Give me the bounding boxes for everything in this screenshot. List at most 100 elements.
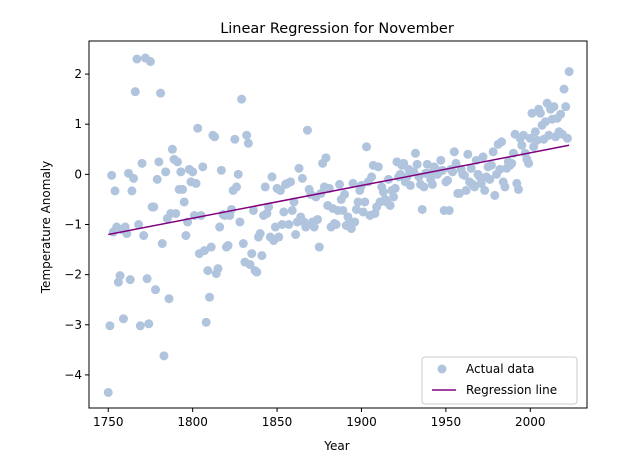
data-point (488, 147, 498, 157)
data-point (564, 67, 574, 77)
data-point (213, 264, 223, 274)
data-point (107, 170, 117, 180)
data-point (264, 202, 274, 212)
data-point (159, 351, 169, 361)
data-point (294, 163, 304, 173)
data-point (338, 205, 348, 215)
data-point (223, 241, 233, 251)
data-point (157, 239, 167, 249)
data-point (497, 137, 507, 147)
data-point (154, 157, 164, 167)
data-point (247, 249, 257, 259)
data-point (362, 142, 372, 152)
data-point (535, 108, 545, 118)
data-point (275, 185, 285, 195)
data-point (135, 321, 145, 331)
data-point (517, 140, 527, 150)
data-point (188, 167, 198, 177)
data-point (199, 246, 209, 256)
x-tick-label: 1800 (177, 415, 208, 429)
data-point (350, 217, 360, 227)
data-point (313, 214, 323, 224)
y-tick-label: −2 (64, 268, 82, 282)
data-point (373, 162, 383, 172)
data-point (127, 186, 137, 196)
data-point (134, 220, 144, 229)
data-point (410, 148, 420, 158)
legend-label-regression-line: Regression line (466, 383, 557, 397)
data-point (257, 251, 267, 261)
data-point (480, 185, 490, 195)
x-tick-label: 1900 (346, 415, 377, 429)
data-point (115, 271, 125, 281)
y-axis-ticks: −4 −3 −2 −1 0 1 2 (64, 67, 89, 382)
data-point (286, 177, 296, 187)
data-point (417, 204, 427, 214)
data-point (490, 190, 500, 200)
data-point (152, 174, 162, 184)
data-point (399, 158, 409, 168)
data-point (448, 167, 458, 177)
data-point (233, 169, 243, 179)
data-point (470, 182, 480, 192)
data-point (360, 197, 370, 207)
legend-box (421, 356, 578, 405)
data-point (167, 144, 177, 154)
data-point (118, 314, 128, 324)
x-tick-label: 2000 (515, 415, 546, 429)
data-point (331, 220, 341, 229)
data-point (245, 260, 255, 270)
data-point (125, 275, 135, 285)
data-point (237, 94, 247, 104)
data-point (164, 294, 174, 304)
data-point (216, 165, 226, 175)
data-point (422, 159, 432, 169)
data-point (205, 292, 215, 302)
data-point (302, 125, 312, 135)
data-point (284, 220, 294, 229)
data-point (242, 130, 252, 140)
data-point (181, 231, 191, 241)
y-axis-label: Temperature Anomaly (39, 161, 53, 294)
data-point (277, 220, 287, 229)
data-point (405, 180, 415, 190)
data-point (495, 164, 505, 174)
legend-label-actual-data: Actual data (466, 362, 534, 376)
regression-line (108, 144, 570, 236)
plot-area: 1750 1800 1850 1900 1950 2000 −4 −3 −2 −1 0 1 2 (64, 40, 588, 429)
data-point (378, 187, 388, 197)
data-point (238, 239, 248, 249)
data-point (156, 88, 166, 98)
data-point (201, 317, 211, 327)
data-point (485, 174, 495, 184)
data-point (137, 158, 147, 168)
data-point (260, 182, 270, 192)
data-point (478, 152, 488, 162)
data-point (206, 242, 216, 252)
data-point (353, 197, 363, 207)
data-point (454, 188, 464, 198)
x-tick-label: 1750 (93, 415, 124, 429)
data-point (476, 178, 486, 188)
data-point (230, 134, 240, 144)
data-point (176, 167, 186, 177)
data-point (358, 207, 368, 217)
data-point (248, 205, 258, 215)
data-point (301, 222, 311, 232)
data-point (172, 157, 182, 167)
data-point (383, 174, 393, 184)
data-point (540, 117, 550, 127)
y-tick-label: −3 (64, 318, 82, 332)
data-point (144, 319, 154, 329)
data-point (419, 182, 429, 192)
data-point (270, 222, 280, 232)
data-point (105, 321, 115, 331)
data-point (279, 207, 289, 217)
data-point (500, 182, 510, 192)
data-point (297, 173, 307, 183)
data-point (389, 192, 399, 202)
regression-line-layer (108, 144, 570, 236)
data-point (161, 167, 171, 177)
data-point (544, 130, 554, 140)
x-axis-label: Year (323, 439, 349, 453)
